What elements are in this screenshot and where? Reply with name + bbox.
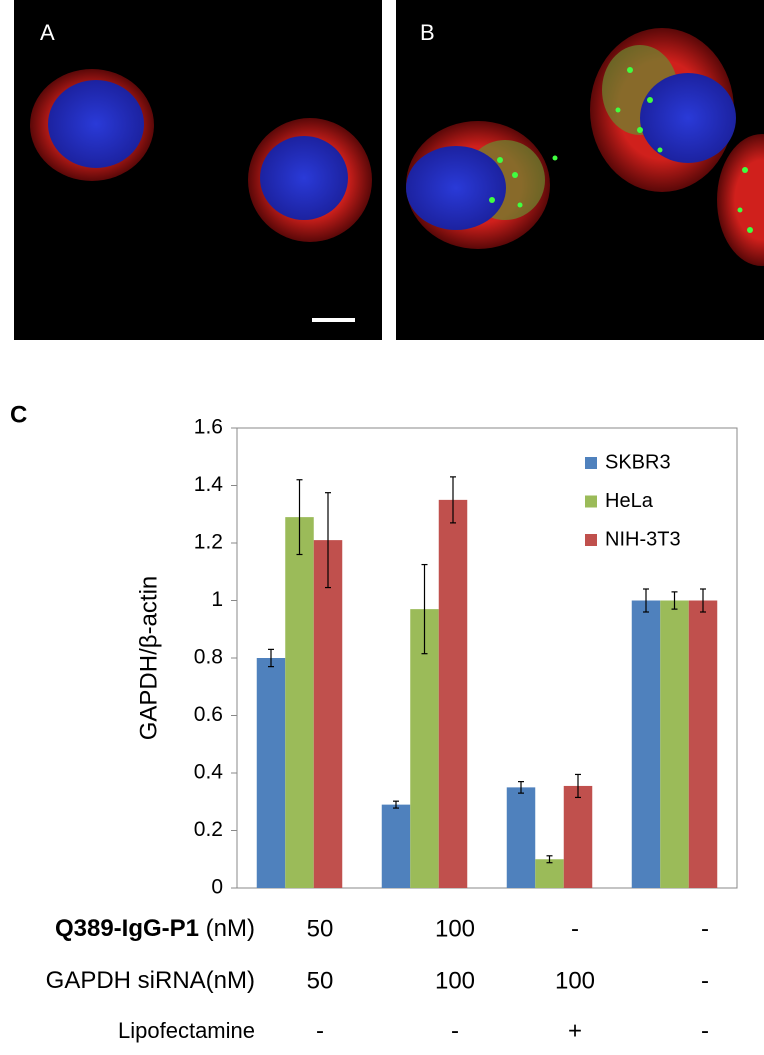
bar <box>313 540 343 888</box>
row-label-bold: Q389-IgG-P1 <box>55 915 199 942</box>
condition-value: - <box>701 915 709 942</box>
panel-label: A <box>40 20 55 45</box>
condition-value: - <box>316 1017 324 1044</box>
error-bar <box>643 588 649 613</box>
row-label-text: GAPDH siRNA(nM) <box>46 967 255 994</box>
error-bar <box>700 588 706 613</box>
condition-value: 100 <box>435 915 475 942</box>
y-tick-label: 0.6 <box>194 703 223 726</box>
error-bar <box>325 492 331 589</box>
bar <box>535 859 564 888</box>
bar <box>631 600 661 888</box>
y-tick-label: 0.2 <box>194 818 223 841</box>
bar <box>506 787 536 888</box>
legend-label: NIH-3T3 <box>605 528 681 550</box>
row-label-text: (nM) <box>206 915 255 942</box>
y-tick-label: 0.8 <box>194 646 223 669</box>
error-bar <box>296 479 303 556</box>
condition-value: - <box>571 915 579 942</box>
condition-value: 50 <box>307 967 334 994</box>
y-tick-label: 0 <box>211 876 223 899</box>
condition-value: 50 <box>307 915 334 942</box>
bar <box>688 600 718 888</box>
row-label-text: Lipofectamine <box>118 1018 255 1043</box>
legend-label: SKBR3 <box>605 451 671 473</box>
micrograph-b: B <box>396 0 764 340</box>
condition-value: 100 <box>435 967 475 994</box>
error-bar <box>518 781 524 794</box>
y-tick-label: 1.2 <box>194 531 223 554</box>
legend-label: HeLa <box>605 490 654 512</box>
legend-swatch <box>585 457 597 469</box>
y-tick-label: 1.4 <box>194 473 224 496</box>
y-tick-label: 1.6 <box>194 416 223 439</box>
bar <box>410 609 439 888</box>
bar <box>381 804 411 888</box>
bar <box>660 600 689 888</box>
row-label: Lipofectamine <box>118 1018 255 1043</box>
bar <box>438 499 468 888</box>
condition-value: - <box>701 967 709 994</box>
row-label: GAPDH siRNA(nM) <box>46 967 255 994</box>
bar <box>256 658 286 888</box>
error-bar <box>671 591 678 610</box>
condition-value: 100 <box>555 967 595 994</box>
error-bar <box>393 800 399 809</box>
bar <box>285 517 314 888</box>
error-bar <box>546 855 553 864</box>
error-bar <box>450 476 456 524</box>
y-tick-label: 0.4 <box>194 761 224 784</box>
y-tick-label: 1 <box>211 588 223 611</box>
error-bar <box>575 773 581 799</box>
panel-label: B <box>420 20 435 45</box>
bar <box>563 785 593 888</box>
condition-value: - <box>701 1017 709 1044</box>
y-axis-label: GAPDH/β-actin <box>135 576 162 741</box>
legend-swatch <box>585 534 597 546</box>
error-bar <box>268 648 274 668</box>
condition-value: - <box>451 1017 459 1044</box>
error-bar <box>421 563 428 655</box>
panel-label: C <box>10 401 27 428</box>
row-label: Q389-IgG-P1 (nM) <box>55 915 255 942</box>
micrograph-a: A <box>14 0 382 340</box>
condition-value: + <box>568 1017 582 1044</box>
legend-swatch <box>585 495 597 508</box>
